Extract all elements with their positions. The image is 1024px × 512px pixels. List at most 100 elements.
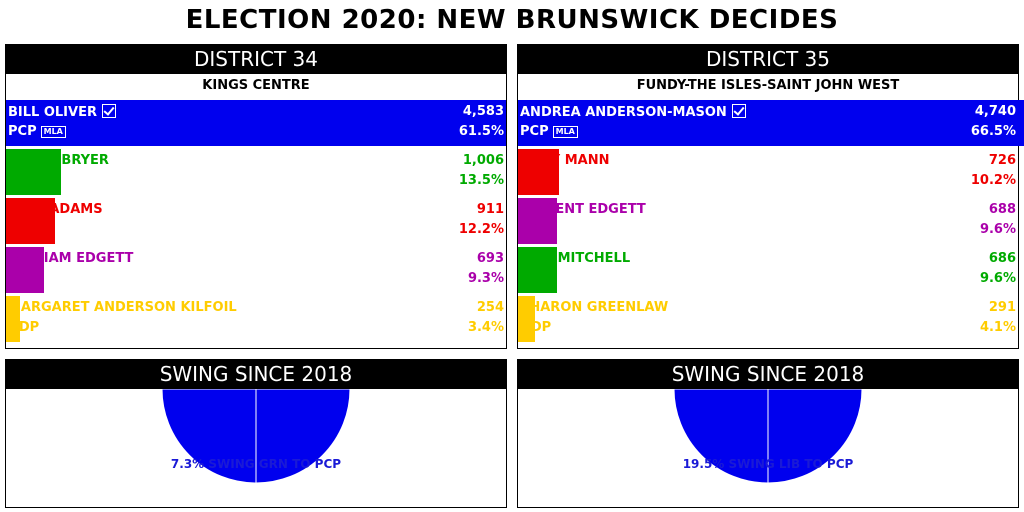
- party-code: PA: [8, 271, 27, 286]
- candidate-name: TONY MANN: [520, 153, 610, 168]
- swing-header: SWING SINCE 2018: [6, 360, 506, 389]
- district-name: FUNDY-THE ISLES-SAINT JOHN WEST: [636, 78, 900, 93]
- party-line: PCP MLA: [8, 124, 66, 140]
- vote-percent: 3.4%: [467, 320, 504, 335]
- pie-base-left: [161, 389, 257, 484]
- checkmark-icon: [101, 104, 116, 118]
- vote-count: 688: [988, 202, 1016, 217]
- swing-label: 19.5% SWING LIB TO PCP: [682, 457, 854, 471]
- party-code: NDP: [520, 320, 552, 335]
- candidate-row: LOIS MITCHELL GRN 686 9.6%: [518, 247, 1018, 293]
- district-name: KINGS CENTRE: [202, 78, 310, 93]
- party-line: GRN: [8, 173, 40, 189]
- candidate-name-line: VINCENT EDGETT: [520, 202, 646, 218]
- mla-badge: MLA: [552, 126, 578, 138]
- candidate-row: VINCENT EDGETT PA 688 9.6%: [518, 198, 1018, 244]
- vote-share-bar: [518, 296, 535, 342]
- candidate-name: WILLIAM EDGETT: [8, 251, 134, 266]
- vote-share-bar: [518, 149, 559, 195]
- candidate-name: MARGARET ANDERSON KILFOIL: [8, 300, 237, 315]
- candidate-name: BRUCE BRYER: [8, 153, 109, 168]
- district-34-swing-panel: SWING SINCE 2018 7.3% SWING GRN TO PCP: [5, 359, 507, 508]
- candidate-name-line: PAUL ADAMS: [8, 202, 103, 218]
- party-code: PCP: [520, 124, 549, 139]
- party-line: NDP: [520, 320, 551, 336]
- vote-count: 693: [476, 251, 504, 266]
- party-line: NDP: [8, 320, 39, 336]
- page-title: ELECTION 2020: NEW BRUNSWICK DECIDES: [185, 5, 839, 35]
- pie-base-left: [255, 389, 351, 484]
- vote-share-bar: [6, 247, 44, 293]
- candidate-row: SHARON GREENLAW NDP 291 4.1%: [518, 296, 1018, 342]
- vote-share-bar: [6, 296, 20, 342]
- candidate-name-line: WILLIAM EDGETT: [8, 251, 133, 267]
- candidate-name: SHARON GREENLAW: [520, 300, 669, 315]
- candidate-name: ANDREA ANDERSON-MASON: [520, 105, 727, 120]
- candidate-row: ANDREA ANDERSON-MASON PCP MLA 4,740 66.5%: [518, 100, 1024, 146]
- party-code: GRN: [520, 271, 552, 286]
- vote-count: 686: [988, 251, 1016, 266]
- pie-base-left: [673, 389, 769, 484]
- swing-pie-chart: [673, 389, 863, 484]
- vote-count: 726: [988, 153, 1016, 168]
- vote-percent: 9.3%: [467, 271, 504, 286]
- vote-share-bar: [6, 100, 506, 146]
- district-header: DISTRICT 35: [518, 45, 1018, 74]
- party-line: PA: [520, 222, 538, 238]
- vote-share-bar: [518, 100, 1024, 146]
- candidate-row: WILLIAM EDGETT PA 693 9.3%: [6, 247, 506, 293]
- vote-share-bar: [518, 247, 557, 293]
- candidate-name: VINCENT EDGETT: [520, 202, 646, 217]
- vote-count: 291: [988, 300, 1016, 315]
- vote-share-bar: [6, 198, 55, 244]
- candidate-name-line: BRUCE BRYER: [8, 153, 109, 169]
- district-header: DISTRICT 34: [6, 45, 506, 74]
- vote-percent: 61.5%: [458, 124, 504, 139]
- vote-count: 911: [476, 202, 504, 217]
- party-line: PCP MLA: [520, 124, 578, 140]
- party-code: LIB: [8, 222, 32, 237]
- vote-percent: 66.5%: [970, 124, 1016, 139]
- party-code: LIB: [520, 173, 544, 188]
- candidate-name-line: BILL OLIVER: [8, 104, 116, 121]
- candidate-row: BILL OLIVER PCP MLA 4,583 61.5%: [6, 100, 506, 146]
- vote-count: 4,583: [462, 104, 504, 119]
- candidate-name: PAUL ADAMS: [8, 202, 103, 217]
- vote-percent: 9.6%: [979, 222, 1016, 237]
- vote-count: 4,740: [974, 104, 1016, 119]
- vote-percent: 13.5%: [458, 173, 504, 188]
- district-35-swing-panel: SWING SINCE 2018 19.5% SWING LIB TO PCP: [517, 359, 1019, 508]
- party-line: LIB: [8, 222, 31, 238]
- vote-share-bar: [6, 149, 61, 195]
- district-34-results-panel: DISTRICT 34 KINGS CENTRE BILL OLIVER PCP M…: [5, 44, 507, 349]
- candidate-row: BRUCE BRYER GRN 1,006 13.5%: [6, 149, 506, 195]
- district-35-results-panel: DISTRICT 35 FUNDY-THE ISLES-SAINT JOHN W…: [517, 44, 1024, 349]
- vote-share-bar: [518, 198, 557, 244]
- party-code: GRN: [8, 173, 40, 188]
- candidate-name-line: TONY MANN: [520, 153, 610, 169]
- candidate-name-line: SHARON GREENLAW: [520, 300, 668, 316]
- party-line: LIB: [520, 173, 543, 189]
- party-line: PA: [8, 271, 26, 287]
- party-code: PA: [520, 222, 539, 237]
- vote-percent: 10.2%: [970, 173, 1016, 188]
- checkmark-icon: [731, 104, 746, 118]
- candidate-name-line: LOIS MITCHELL: [520, 251, 630, 267]
- mla-badge: MLA: [40, 126, 66, 138]
- party-code: PCP: [8, 124, 37, 139]
- candidate-name: BILL OLIVER: [8, 105, 97, 120]
- candidate-name-line: MARGARET ANDERSON KILFOIL: [8, 300, 237, 316]
- candidate-row: TONY MANN LIB 726 10.2%: [518, 149, 1018, 195]
- candidate-name-line: ANDREA ANDERSON-MASON: [520, 104, 746, 121]
- vote-count: 254: [476, 300, 504, 315]
- swing-label: 7.3% SWING GRN TO PCP: [170, 457, 342, 471]
- vote-percent: 12.2%: [458, 222, 504, 237]
- vote-count: 1,006: [462, 153, 504, 168]
- vote-percent: 4.1%: [979, 320, 1016, 335]
- pie-base-left: [767, 389, 863, 484]
- candidate-row: MARGARET ANDERSON KILFOIL NDP 254 3.4%: [6, 296, 506, 342]
- swing-pie-chart: [161, 389, 351, 484]
- party-line: GRN: [520, 271, 552, 287]
- vote-percent: 9.6%: [979, 271, 1016, 286]
- party-code: NDP: [8, 320, 40, 335]
